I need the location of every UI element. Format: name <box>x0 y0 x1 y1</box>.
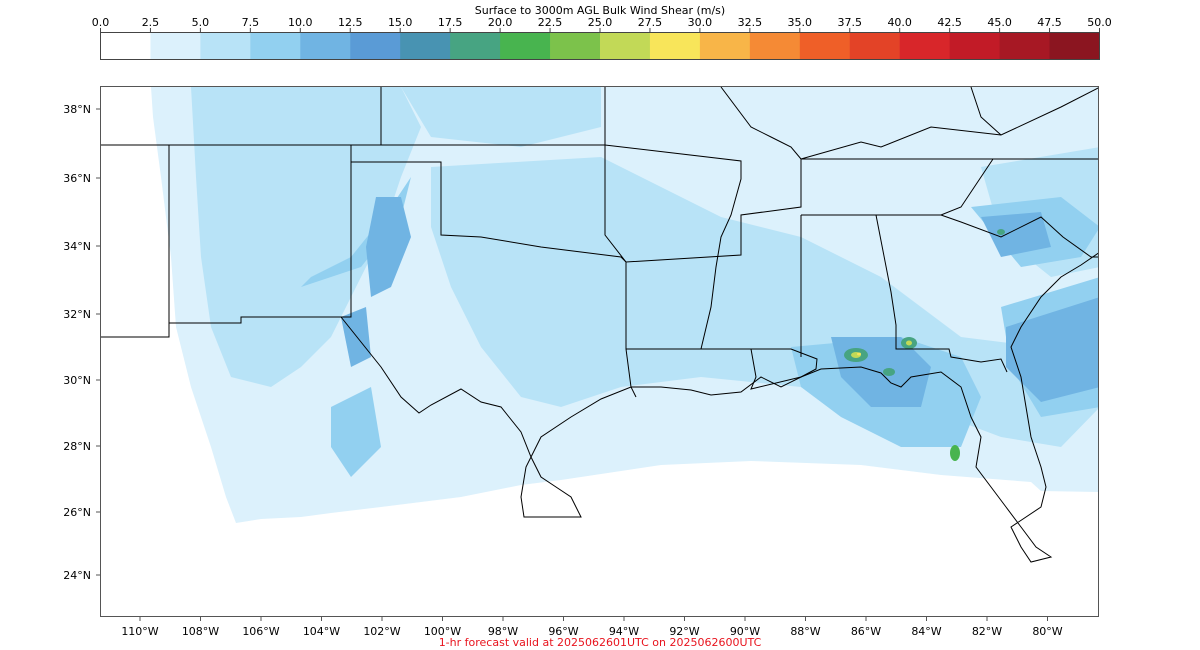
longitude-tick-label: 98°W <box>488 625 518 638</box>
colorbar-tick-label: 17.5 <box>438 16 463 29</box>
colorbar-tick-label: 22.5 <box>538 16 563 29</box>
colorbar-swatch <box>899 32 951 60</box>
colorbar-swatch <box>250 32 301 60</box>
longitude-tick-label: 90°W <box>730 625 760 638</box>
latitude-tick-label: 30°N <box>63 374 91 387</box>
colorbar-swatch <box>649 32 701 60</box>
longitude-tick-label: 110°W <box>121 625 158 638</box>
longitude-ticks: 110°W 108°W 106°W 104°W 102°W 100°W 98°W 96°W 94… <box>121 617 1063 638</box>
longitude-tick-label: 100°W <box>424 625 461 638</box>
colorbar-tick-label: 42.5 <box>937 16 962 29</box>
longitude-tick-label: 108°W <box>182 625 219 638</box>
longitude-tick-label: 102°W <box>363 625 400 638</box>
colorbar-swatch <box>600 32 651 60</box>
colorbar-swatch <box>949 32 1001 60</box>
longitude-tick-label: 96°W <box>548 625 578 638</box>
longitude-tick-label: 80°W <box>1032 625 1062 638</box>
colorbar-tick-label: 32.5 <box>738 16 763 29</box>
colorbar-tick-label: 12.5 <box>338 16 363 29</box>
colorbar-tick-label: 2.5 <box>142 16 160 29</box>
colorbar-tick-label: 7.5 <box>242 16 260 29</box>
colorbar-swatch <box>999 32 1051 60</box>
coastline <box>340 252 1098 563</box>
colorbar-tick-label: 27.5 <box>638 16 663 29</box>
latitude-tick-label: 26°N <box>63 506 91 519</box>
colorbar-swatch <box>500 32 551 60</box>
colorbar-swatch <box>849 32 901 60</box>
colorbar-swatch <box>550 32 601 60</box>
longitude-tick-label: 82°W <box>972 625 1002 638</box>
colorbar-tick-label: 0.0 <box>92 16 110 29</box>
colorbar-swatch <box>150 32 201 60</box>
longitude-tick-label: 86°W <box>851 625 881 638</box>
colorbar-tick-label: 47.5 <box>1037 16 1062 29</box>
latitude-ticks: 38°N 36°N 34°N 32°N 30°N 28°N 26°N 24°N <box>63 103 100 582</box>
colorbar-swatch <box>450 32 501 60</box>
colorbar-swatch <box>799 32 851 60</box>
colorbar-swatch <box>350 32 401 60</box>
longitude-tick-label: 92°W <box>669 625 699 638</box>
colorbar-swatches <box>100 32 1100 60</box>
longitude-tick-label: 84°W <box>911 625 941 638</box>
forecast-valid-caption: 1-hr forecast valid at 2025062601UTC on … <box>438 636 762 649</box>
colorbar-title: Surface to 3000m AGL Bulk Wind Shear (m/… <box>474 4 726 17</box>
wind-shear-map[interactable] <box>101 87 1099 617</box>
colorbar-tick-label: 50.0 <box>1087 16 1112 29</box>
colorbar-tick-label: 40.0 <box>887 16 912 29</box>
longitude-tick-label: 104°W <box>303 625 340 638</box>
colorbar-swatch <box>300 32 351 60</box>
longitude-tick-label: 88°W <box>790 625 820 638</box>
latitude-tick-label: 38°N <box>63 103 91 116</box>
latitude-tick-label: 36°N <box>63 172 91 185</box>
colorbar-tick-label: 35.0 <box>788 16 813 29</box>
colorbar: 0.0 2.5 5.0 7.5 10.0 12.5 15.0 17.5 20.0 22.5 25.0… <box>92 16 1112 60</box>
longitude-tick-label: 94°W <box>609 625 639 638</box>
latitude-tick-label: 34°N <box>63 240 91 253</box>
colorbar-tick-label: 10.0 <box>288 16 313 29</box>
colorbar-tick-label: 5.0 <box>192 16 210 29</box>
longitude-tick-label: 106°W <box>242 625 279 638</box>
latitude-tick-label: 24°N <box>63 569 91 582</box>
colorbar-ticks: 0.0 2.5 5.0 7.5 10.0 12.5 15.0 17.5 20.0 22.5 25.0… <box>92 16 1112 33</box>
colorbar-swatch <box>749 32 801 60</box>
shear-field-strong <box>341 197 1098 407</box>
map-frame[interactable] <box>100 86 1099 617</box>
colorbar-tick-label: 30.0 <box>688 16 713 29</box>
latitude-tick-label: 32°N <box>63 308 91 321</box>
colorbar-swatch <box>699 32 751 60</box>
colorbar-tick-label: 15.0 <box>388 16 413 29</box>
shear-field-peak <box>844 229 1005 461</box>
colorbar-tick-label: 45.0 <box>987 16 1012 29</box>
colorbar-tick-label: 25.0 <box>588 16 613 29</box>
colorbar-swatch <box>100 32 151 60</box>
latitude-tick-label: 28°N <box>63 440 91 453</box>
colorbar-tick-label: 20.0 <box>488 16 513 29</box>
colorbar-tick-label: 37.5 <box>838 16 863 29</box>
colorbar-swatch <box>400 32 451 60</box>
colorbar-swatch <box>1049 32 1100 60</box>
colorbar-swatch <box>200 32 251 60</box>
